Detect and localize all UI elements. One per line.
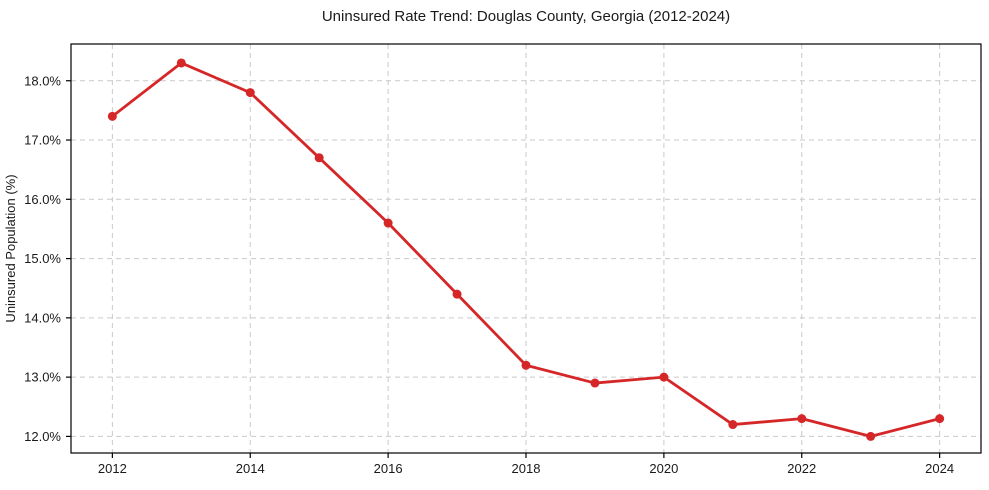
- chart-title: Uninsured Rate Trend: Douglas County, Ge…: [322, 8, 730, 25]
- x-tick-label: 2016: [374, 461, 403, 476]
- x-tick-label: 2022: [787, 461, 816, 476]
- axes-frame-layer: [70, 43, 982, 454]
- tick-mark-layer: [66, 80, 941, 458]
- data-point: [590, 378, 600, 388]
- y-tick-label: 14.0%: [24, 310, 61, 325]
- data-point: [314, 153, 324, 163]
- data-point: [245, 88, 255, 98]
- x-tick-label: 2012: [98, 461, 127, 476]
- data-point: [521, 360, 531, 370]
- data-point: [728, 420, 738, 430]
- x-tick-label: 2024: [925, 461, 954, 476]
- data-point: [866, 431, 876, 441]
- data-point: [107, 111, 117, 121]
- data-series-layer: [107, 58, 945, 441]
- y-axis-label: Uninsured Population (%): [3, 174, 18, 322]
- tick-label-layer: 2012 2014 2016 2018 2020 2022 2024 12.0% 13.0% 14…: [24, 73, 954, 476]
- data-point: [176, 58, 186, 68]
- y-tick-label: 15.0%: [24, 251, 61, 266]
- data-point: [935, 414, 945, 424]
- data-point: [452, 289, 462, 299]
- x-tick-label: 2020: [649, 461, 678, 476]
- y-tick-label: 12.0%: [24, 429, 61, 444]
- data-point: [659, 372, 669, 382]
- data-point: [797, 414, 807, 424]
- data-point: [383, 218, 393, 228]
- x-tick-label: 2014: [236, 461, 265, 476]
- y-tick-label: 18.0%: [24, 73, 61, 88]
- y-tick-label: 13.0%: [24, 370, 61, 385]
- y-tick-label: 17.0%: [24, 133, 61, 148]
- axes-frame: [70, 43, 982, 454]
- y-tick-label: 16.0%: [24, 192, 61, 207]
- x-tick-label: 2018: [512, 461, 541, 476]
- grid-layer: [71, 44, 981, 453]
